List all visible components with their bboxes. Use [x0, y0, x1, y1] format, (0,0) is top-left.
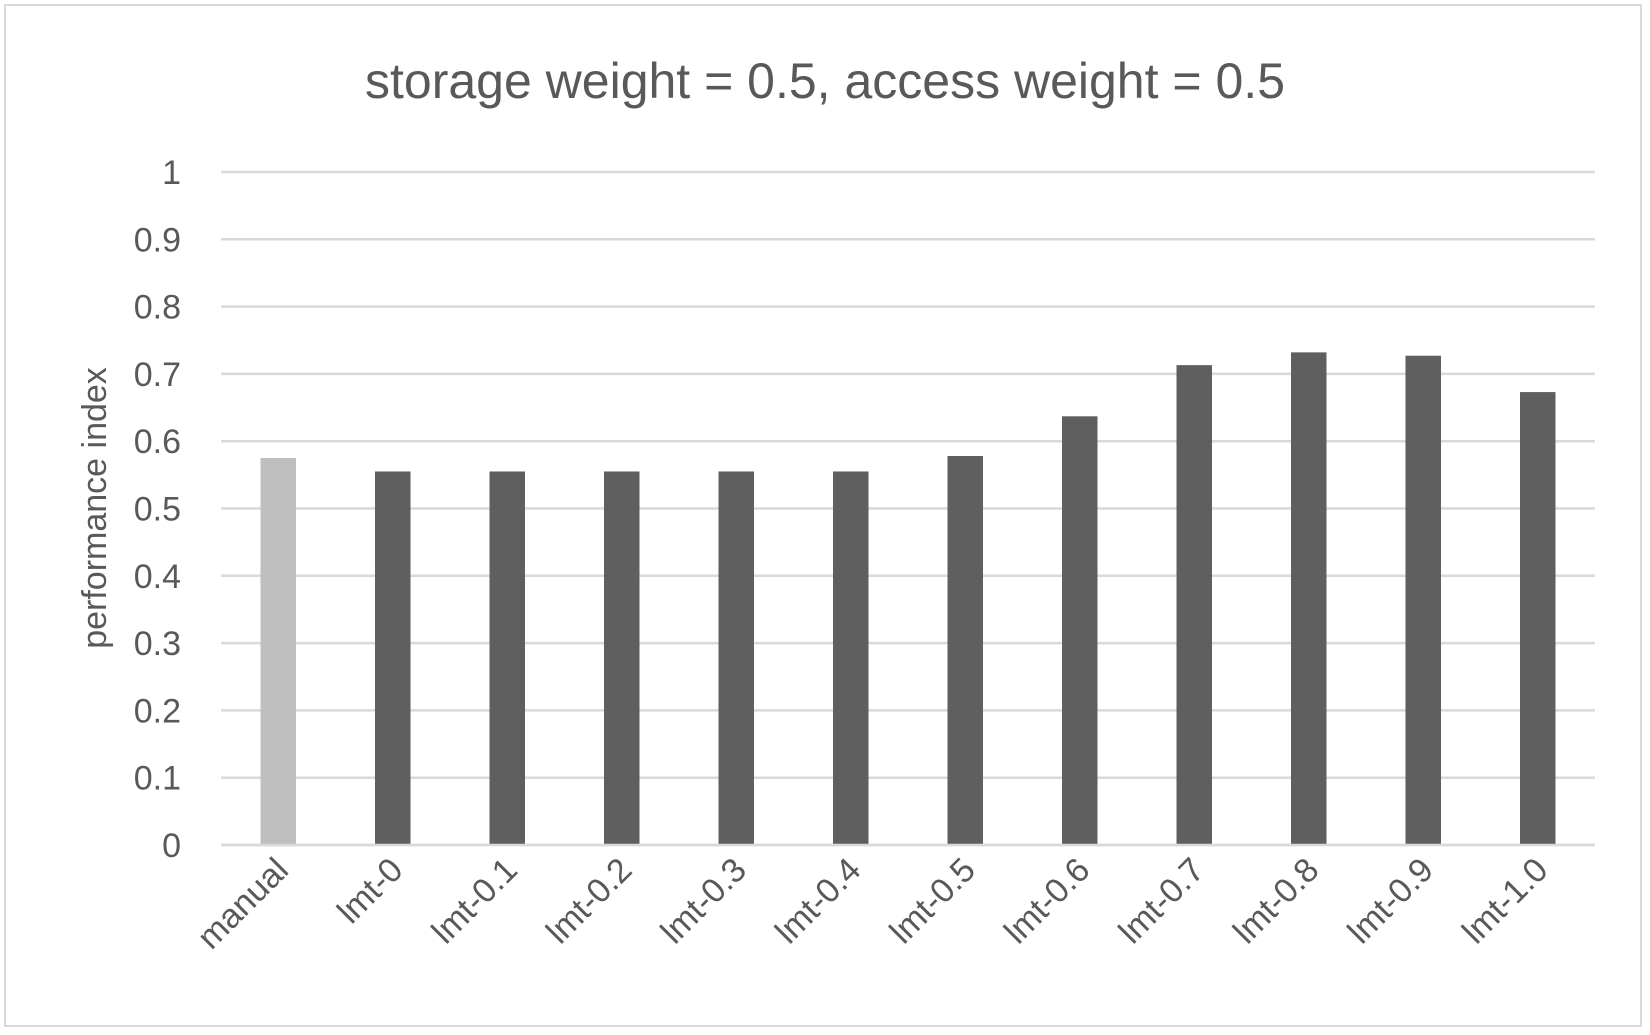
x-tick-label: manual [190, 851, 296, 957]
y-tick-label: 0.5 [134, 491, 181, 529]
y-tick-label: 0.4 [134, 558, 181, 596]
bar-lmt-0.9 [1405, 355, 1441, 845]
x-tick-label: lmt-0.4 [768, 851, 868, 951]
bar-lmt-0 [375, 471, 411, 845]
x-tick-label: lmt-0.3 [654, 851, 754, 951]
chart-title: storage weight = 0.5, access weight = 0.… [365, 53, 1285, 109]
x-tick-label: lmt-0 [330, 851, 410, 931]
x-tick-label: lmt-0.8 [1226, 851, 1326, 951]
bar-lmt-0.8 [1291, 352, 1327, 845]
bars [221, 352, 1595, 847]
y-tick-label: 1 [162, 154, 181, 192]
x-tick-label: lmt-0.2 [539, 851, 639, 951]
y-tick-labels: 0 0.1 0.2 0.3 0.4 0.5 0.6 0.7 0.8 0.9 1 [134, 154, 181, 865]
y-tick-label: 0.6 [134, 423, 181, 461]
x-tick-label: lmt-0.5 [883, 851, 983, 951]
gridlines [221, 170, 1595, 847]
y-tick-label: 0.1 [134, 760, 181, 798]
x-tick-labels: manual lmt-0 lmt-0.1 lmt-0.2 lmt-0.3 lmt-0.4 l… [190, 851, 1555, 957]
y-tick-label: 0 [162, 827, 181, 865]
y-tick-label: 0.7 [134, 356, 181, 394]
y-tick-label: 0.2 [134, 692, 181, 730]
y-tick-label: 0.9 [134, 221, 181, 259]
bar-lmt-0.5 [947, 456, 983, 845]
x-tick-label: lmt-0.6 [997, 851, 1097, 951]
bar-lmt-0.3 [718, 471, 754, 845]
x-tick-label: lmt-1.0 [1455, 851, 1555, 951]
x-tick-label: lmt-0.1 [425, 851, 525, 951]
bar-lmt-0.1 [489, 471, 525, 845]
x-tick-label: lmt-0.9 [1341, 851, 1441, 951]
y-axis-label: performance index [76, 367, 114, 649]
y-tick-label: 0.8 [134, 289, 181, 327]
x-tick-label: lmt-0.7 [1112, 851, 1212, 951]
bar-lmt-0.7 [1176, 365, 1212, 845]
bar-lmt-0.6 [1062, 416, 1098, 845]
bar-lmt-1.0 [1520, 392, 1556, 845]
bar-lmt-0.4 [833, 471, 869, 845]
bar-manual [260, 458, 296, 845]
y-tick-label: 0.3 [134, 625, 181, 663]
bar-lmt-0.2 [604, 471, 640, 845]
